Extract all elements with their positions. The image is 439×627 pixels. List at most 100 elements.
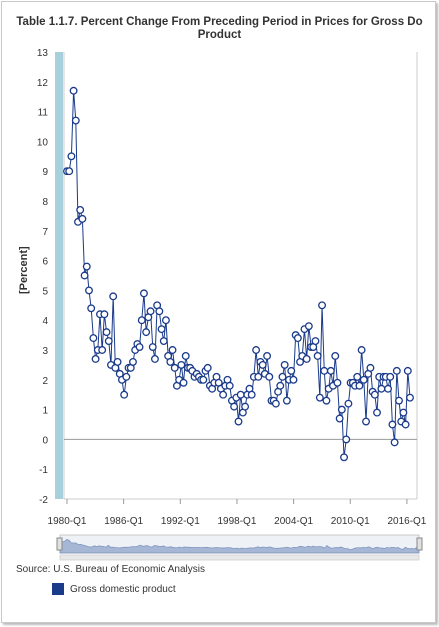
data-point[interactable] <box>359 375 368 384</box>
data-point[interactable] <box>67 152 76 161</box>
data-point[interactable] <box>377 384 386 393</box>
data-point[interactable] <box>150 354 159 363</box>
data-point[interactable] <box>135 343 144 351</box>
data-point[interactable] <box>265 372 274 381</box>
data-point[interactable] <box>278 372 287 381</box>
data-point[interactable] <box>386 372 395 381</box>
data-point[interactable] <box>282 396 291 405</box>
data-point[interactable] <box>333 378 342 387</box>
data-point[interactable] <box>401 420 410 429</box>
data-point[interactable] <box>146 307 155 316</box>
data-point[interactable] <box>142 328 151 337</box>
data-point[interactable] <box>65 167 74 176</box>
data-point[interactable] <box>370 390 379 399</box>
data-point[interactable] <box>148 343 157 351</box>
data-point[interactable] <box>280 360 289 369</box>
data-point[interactable] <box>230 402 239 411</box>
data-point[interactable] <box>399 408 408 417</box>
data-point[interactable] <box>78 214 87 223</box>
data-point[interactable] <box>373 408 381 417</box>
data-point[interactable] <box>304 322 313 331</box>
data-point[interactable] <box>155 307 164 316</box>
navigator-handle-right[interactable] <box>416 537 423 551</box>
data-point[interactable] <box>337 405 346 414</box>
data-point[interactable] <box>219 390 228 399</box>
data-point[interactable] <box>102 328 111 337</box>
data-point[interactable] <box>122 372 131 381</box>
scrollbar-track[interactable] <box>59 554 420 561</box>
data-point[interactable] <box>241 402 250 411</box>
data-point[interactable] <box>98 346 107 354</box>
data-point[interactable] <box>225 381 234 390</box>
data-point[interactable] <box>322 396 331 405</box>
data-point[interactable] <box>390 438 399 447</box>
data-point[interactable] <box>287 366 296 375</box>
data-point[interactable] <box>76 205 85 214</box>
data-point[interactable] <box>289 375 298 384</box>
data-point[interactable] <box>137 316 146 325</box>
data-point[interactable] <box>326 366 335 375</box>
data-point[interactable] <box>362 417 370 426</box>
data-point[interactable] <box>357 346 366 354</box>
data-point[interactable] <box>271 399 280 408</box>
data-point[interactable] <box>203 363 212 372</box>
data-point[interactable] <box>91 354 100 363</box>
data-point[interactable] <box>159 337 168 346</box>
data-point[interactable] <box>302 354 311 363</box>
data-point[interactable] <box>335 414 344 423</box>
data-point[interactable] <box>320 366 329 375</box>
data-point[interactable] <box>342 435 351 444</box>
data-point[interactable] <box>252 346 261 354</box>
data-point[interactable] <box>120 390 129 399</box>
data-point[interactable] <box>179 378 188 387</box>
data-point[interactable] <box>340 453 348 462</box>
data-point[interactable] <box>87 304 96 313</box>
data-point[interactable] <box>384 384 392 393</box>
data-point[interactable] <box>344 399 353 408</box>
data-point[interactable] <box>311 337 320 346</box>
data-point[interactable] <box>170 363 179 372</box>
data-point[interactable] <box>366 363 375 372</box>
data-point[interactable] <box>403 366 412 375</box>
data-point[interactable] <box>313 352 322 360</box>
navigator-handle-left[interactable] <box>56 537 63 551</box>
data-point[interactable] <box>406 393 414 402</box>
data-point[interactable] <box>80 271 89 280</box>
data-point[interactable] <box>293 334 302 343</box>
data-point[interactable] <box>318 301 327 310</box>
data-point[interactable] <box>161 316 170 325</box>
data-point[interactable] <box>263 352 272 360</box>
data-point[interactable] <box>353 372 362 381</box>
data-point[interactable] <box>85 286 93 295</box>
data-point[interactable] <box>236 390 245 399</box>
data-point[interactable] <box>234 417 243 426</box>
data-point[interactable] <box>388 420 397 429</box>
data-point[interactable] <box>395 396 403 405</box>
data-point[interactable] <box>258 360 267 369</box>
data-point[interactable] <box>247 390 256 399</box>
data-point[interactable] <box>82 262 91 271</box>
data-point[interactable] <box>129 357 137 366</box>
data-point[interactable] <box>140 289 148 298</box>
data-point[interactable] <box>392 366 401 375</box>
data-point[interactable] <box>71 116 80 125</box>
data-point[interactable] <box>254 372 263 381</box>
data-point[interactable] <box>100 310 109 319</box>
data-point[interactable] <box>168 346 177 354</box>
data-point[interactable] <box>89 334 98 343</box>
data-point[interactable] <box>331 352 340 360</box>
data-point[interactable] <box>199 375 208 384</box>
data-point[interactable] <box>276 381 285 390</box>
data-point[interactable] <box>166 357 175 366</box>
data-point[interactable] <box>355 381 364 390</box>
data-point[interactable] <box>109 292 118 301</box>
data-point[interactable] <box>104 337 113 346</box>
data-point[interactable] <box>113 357 122 366</box>
data-point[interactable] <box>157 325 166 334</box>
legend[interactable]: Gross domestic product <box>52 583 176 595</box>
data-point[interactable] <box>181 352 190 360</box>
data-point[interactable] <box>315 393 324 402</box>
data-point[interactable] <box>177 360 186 369</box>
data-point[interactable] <box>69 86 78 95</box>
